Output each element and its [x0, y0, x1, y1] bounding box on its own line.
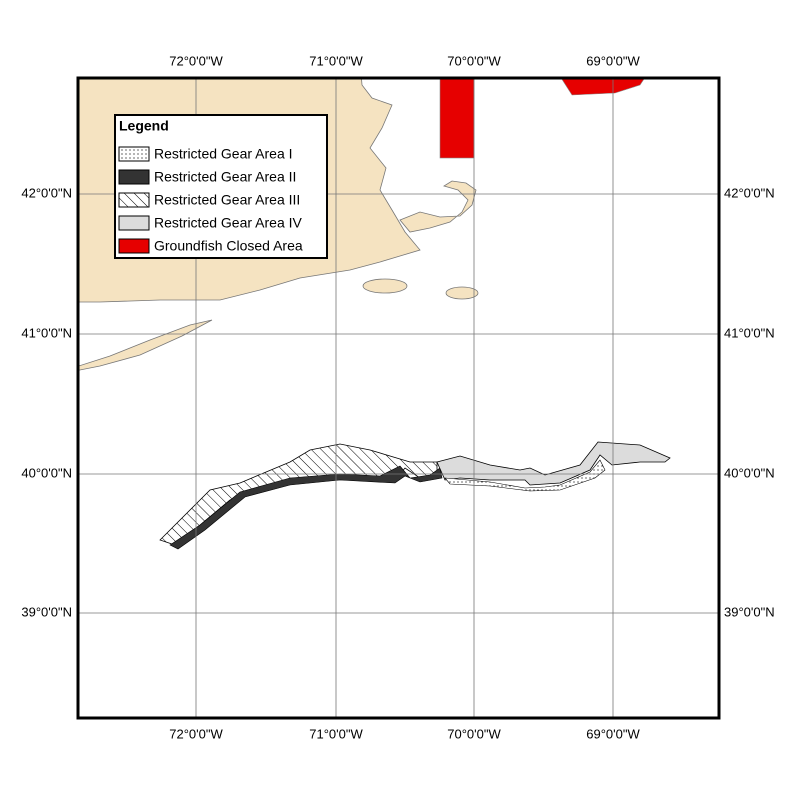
legend-label: Restricted Gear Area II [154, 169, 296, 185]
marthas-vineyard [362, 278, 408, 294]
legend-swatch [118, 146, 150, 162]
legend-title: Legend [119, 118, 169, 134]
lat-label: 42°0'0"N [724, 185, 775, 200]
labels: 72°0'0"W 71°0'0"W 70°0'0"W 69°0'0"W 72°0… [21, 53, 774, 741]
lat-label: 41°0'0"N [21, 325, 72, 340]
lon-label: 71°0'0"W [309, 726, 363, 741]
legend-box [114, 114, 328, 259]
lat-label: 41°0'0"N [724, 325, 775, 340]
nantucket [445, 286, 479, 300]
long-island [78, 319, 213, 371]
legend-label: Restricted Gear Area IV [154, 215, 303, 231]
legend-label: Restricted Gear Area III [154, 192, 300, 208]
gear-area-i [444, 459, 606, 492]
legend-swatch [118, 169, 150, 185]
gear-area-iv [436, 441, 671, 486]
legend-label: Restricted Gear Area I [154, 146, 293, 162]
closed-area [560, 78, 646, 96]
lon-label: 72°0'0"W [169, 53, 223, 68]
legend-swatch [118, 192, 150, 208]
lat-label: 42°0'0"N [21, 185, 72, 200]
lat-label: 40°0'0"N [724, 465, 775, 480]
legend-swatch [118, 215, 150, 231]
gear-area-ii [169, 465, 443, 550]
closed-area [439, 78, 475, 159]
lat-label: 40°0'0"N [21, 465, 72, 480]
legend: Legend Restricted Gear Area I Restricted… [114, 114, 328, 259]
lon-label: 69°0'0"W [586, 726, 640, 741]
lat-label: 39°0'0"N [724, 604, 775, 619]
lon-label: 70°0'0"W [447, 53, 501, 68]
lon-label: 70°0'0"W [447, 726, 501, 741]
legend-label: Groundfish Closed Area [154, 238, 303, 254]
legend-swatch [118, 238, 150, 254]
lon-label: 72°0'0"W [169, 726, 223, 741]
lon-label: 71°0'0"W [309, 53, 363, 68]
lon-label: 69°0'0"W [586, 53, 640, 68]
lat-label: 39°0'0"N [21, 604, 72, 619]
cape-cod [399, 180, 477, 233]
map-frame [76, 76, 721, 720]
